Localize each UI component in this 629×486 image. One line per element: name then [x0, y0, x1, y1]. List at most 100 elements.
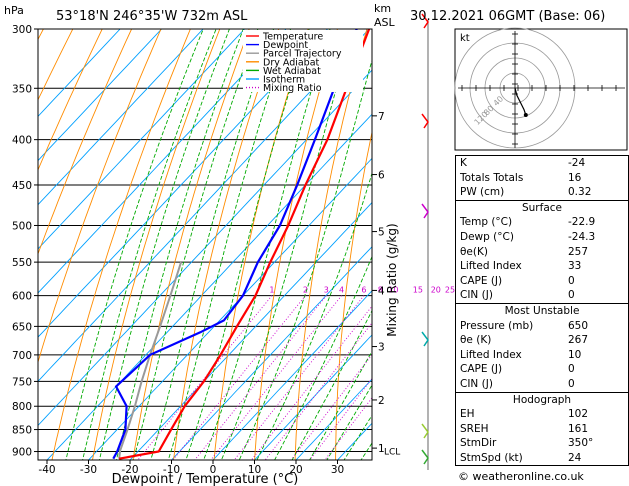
- datetime-title: 30.12.2021 06GMT (Base: 06): [410, 9, 605, 24]
- temperature-tick-label: 0: [210, 464, 217, 476]
- pressure-tick-label: 700: [12, 350, 32, 362]
- legend-entry: Parcel Trajectory: [263, 49, 342, 60]
- km-axis: 1 2 3 4 5 6 7 LCL: [372, 111, 400, 458]
- surface-row: CAPE (J) 0: [460, 274, 575, 287]
- pressure-tick-label: 300: [12, 24, 32, 36]
- wet-adiabat-line: [150, 29, 275, 460]
- km-tick-label: 1: [378, 443, 385, 455]
- km-tick-label: 7: [378, 111, 385, 123]
- wet-adiabat-line: [291, 309, 372, 460]
- surface-row: Temp (°C) -22.9: [460, 216, 596, 229]
- mu-row: CIN (J) 0: [460, 377, 575, 390]
- parcel-trajectory-line: [118, 261, 183, 459]
- wet-adiabat-line: [309, 350, 372, 460]
- temperature-tick-label: 20: [289, 464, 302, 476]
- wet-adiabat-line: [98, 29, 230, 460]
- dry-adiabat-line: [335, 130, 372, 460]
- legend-box: [243, 30, 363, 92]
- isotherm-line: [129, 201, 372, 460]
- wind-barb: [421, 449, 429, 465]
- wind-barb: [421, 423, 429, 439]
- wind-barb: [421, 113, 429, 129]
- mixing-ratio-label: 25: [445, 286, 455, 295]
- location-title: 53°18'N 246°35'W 732m ASL: [56, 9, 248, 24]
- pressure-axis: 300 350 400 450 500 550 600 650 700 750 800 850 900: [12, 24, 38, 459]
- indices-table: K -24 Totals Totals 16 PW (cm) 0.32 Surface…: [455, 155, 629, 467]
- temperature-tick-label: 10: [248, 464, 261, 476]
- legend-entry: Dry Adiabat: [263, 57, 320, 68]
- pressure-tick-label: 850: [12, 425, 32, 437]
- km-tick-label: 6: [378, 170, 385, 182]
- wet-adiabat-line: [167, 29, 292, 460]
- mixing-ratio-line: [137, 295, 273, 460]
- wet-adiabat-line: [82, 29, 217, 460]
- wet-adiabat-line: [343, 414, 372, 460]
- profiles: [112, 29, 371, 460]
- hodo-row: StmDir 350°: [460, 437, 594, 450]
- dry-adiabat-line: [51, 29, 191, 460]
- wet-adiabat-line: [256, 171, 372, 460]
- pressure-tick-label: 800: [12, 401, 32, 413]
- pressure-tick-label: 550: [12, 257, 32, 269]
- mixing-ratio-label: 2: [303, 286, 308, 295]
- pressure-tick-label: 350: [12, 83, 32, 95]
- mu-row: θe (K) 267: [460, 334, 589, 347]
- isotherm-line: [38, 29, 287, 294]
- temperature-tick-label: -10: [163, 464, 180, 476]
- legend-entry: Temperature: [262, 32, 323, 43]
- hodo-row: SREH 161: [460, 422, 589, 435]
- isotherm-line: [170, 246, 372, 460]
- mu-row: Lifted Index 10: [460, 348, 582, 361]
- isotherm-line: [253, 334, 372, 460]
- pressure-tick-label: 600: [12, 291, 32, 303]
- pressure-tick-label: 900: [12, 447, 32, 459]
- pressure-tick-label: 500: [12, 220, 32, 232]
- index-row-k: K -24: [460, 157, 586, 169]
- wind-barb: [421, 203, 429, 219]
- wet-adiabat-line: [203, 29, 331, 460]
- dry-adiabat-line: [92, 29, 221, 460]
- mixing-ratio-label: 15: [413, 286, 423, 295]
- x-axis-label: Dewpoint / Temperature (°C): [112, 472, 299, 486]
- wet-adiabat-line: [185, 29, 310, 460]
- index-row-pw: PW (cm) 0.32: [460, 186, 592, 199]
- hodograph-trace: [514, 87, 527, 116]
- dry-adiabat-line: [132, 29, 250, 460]
- dry-adiabat-line: [38, 29, 103, 171]
- mixing-ratio-label: 1: [269, 286, 274, 295]
- surface-title: Surface: [456, 199, 628, 216]
- wet-adiabat-line: [65, 29, 204, 460]
- wind-barb: [421, 13, 429, 29]
- km-tick-label: 3: [378, 342, 385, 354]
- surface-row: θe(K) 257: [460, 245, 589, 258]
- lcl-label: LCL: [384, 448, 400, 458]
- mixing-ratio-line: [250, 305, 372, 460]
- wet-adiabat-line: [220, 29, 355, 460]
- mixing-ratio-label: 20: [431, 286, 441, 295]
- wet-adiabat-line: [238, 58, 372, 460]
- temperature-line: [118, 29, 371, 460]
- mixing-ratio-label: 6: [361, 286, 366, 295]
- km-tick-label: 5: [378, 227, 385, 239]
- dewpoint-line: [112, 29, 358, 460]
- surface-row: Lifted Index 33: [460, 260, 582, 273]
- hodograph-frame: [454, 28, 628, 151]
- mixing-ratio-label: 8: [378, 286, 383, 295]
- isotherm-line: [38, 29, 163, 162]
- surface-row: Dewp (°C) -24.3: [460, 230, 596, 243]
- mu-row: CAPE (J) 0: [460, 363, 575, 376]
- legend-entry: Dewpoint: [263, 40, 308, 51]
- hodograph-unit: kt: [460, 33, 470, 44]
- isotherm-line: [38, 29, 370, 382]
- isotherm-line: [38, 69, 372, 427]
- mixing-ratio-line: [290, 354, 372, 460]
- legend-entry: Isotherm: [263, 75, 305, 86]
- hodo-row: EH 102: [460, 408, 589, 421]
- mixing-ratio-line: [172, 295, 306, 460]
- wind-barb: [421, 331, 429, 347]
- hodograph-storm-point: [523, 113, 528, 117]
- km-label: km: [374, 2, 391, 15]
